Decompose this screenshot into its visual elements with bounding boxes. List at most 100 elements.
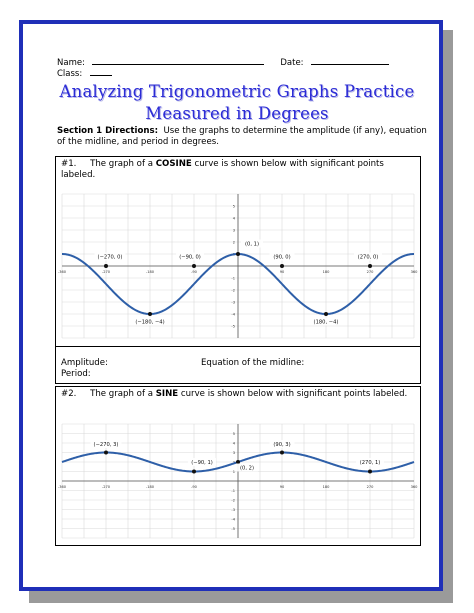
- point-label: (−270, 3): [94, 442, 119, 448]
- problem1-number: #1.: [61, 159, 77, 169]
- data-point: [280, 264, 284, 268]
- y-tick-label: 3: [233, 228, 235, 232]
- y-tick-label: -3: [231, 508, 235, 512]
- data-point: [236, 252, 240, 256]
- section1-directions: Section 1 Directions: Use the graphs to …: [57, 126, 427, 148]
- y-tick-label: -5: [231, 527, 235, 531]
- data-point: [104, 450, 108, 455]
- problem1-curve-type: COSINE: [155, 159, 192, 169]
- y-tick-label: 2: [233, 240, 235, 244]
- data-point: [236, 460, 240, 464]
- y-tick-label: 5: [233, 204, 235, 208]
- class-row: Class:: [57, 67, 112, 79]
- x-tick-label: 90: [280, 485, 285, 489]
- x-tick-label: -180: [146, 485, 155, 489]
- point-label: (90, 3): [273, 442, 290, 448]
- y-tick-label: -2: [231, 498, 235, 502]
- point-label-bg: [269, 440, 295, 448]
- x-tick-label: 180: [323, 485, 331, 489]
- x-tick-label: 270: [367, 270, 375, 274]
- class-label: Class:: [57, 69, 83, 79]
- y-tick-label: 1: [233, 470, 235, 474]
- title-line-1: Analyzing Trigonometric Graphs Practice: [59, 82, 415, 101]
- point-label: (0, 1): [245, 242, 259, 248]
- point-label: (270, 1): [360, 460, 381, 466]
- data-point: [104, 264, 108, 268]
- point-label: (−180, −4): [135, 320, 164, 326]
- problem2-prompt: #2. The graph of a SINE curve is shown b…: [61, 389, 411, 400]
- x-tick-label: -270: [102, 270, 111, 274]
- data-point: [192, 264, 196, 268]
- point-label-bg: [310, 317, 342, 326]
- problem1-text-before: The graph of a: [90, 159, 156, 169]
- problem2-curve-type: SINE: [155, 389, 179, 399]
- y-tick-label: 4: [233, 216, 236, 220]
- data-point: [192, 469, 196, 474]
- data-point: [368, 469, 372, 474]
- midline-label: Equation of the midline:: [201, 358, 305, 368]
- x-tick-label: -270: [102, 485, 111, 489]
- x-tick-label: -90: [191, 485, 198, 489]
- point-label: (−90, 1): [191, 460, 213, 466]
- y-tick-label: 5: [233, 432, 235, 436]
- problem1-divider: [56, 346, 420, 347]
- problem2-text-before: The graph of a: [90, 389, 156, 399]
- x-tick-label: -360: [58, 485, 67, 489]
- data-point: [280, 450, 284, 455]
- point-label: (−90, 0): [179, 255, 201, 261]
- data-point: [324, 312, 328, 316]
- x-tick-label: 360: [411, 485, 418, 489]
- point-label-bg: [356, 458, 384, 466]
- y-tick-label: 3: [233, 451, 235, 455]
- x-tick-label: -90: [191, 270, 198, 274]
- point-label: (180, −4): [314, 320, 339, 326]
- amplitude-label: Amplitude:: [61, 358, 108, 368]
- point-label-bg: [269, 252, 295, 261]
- section1-text: Use the graphs to determine the amplitud…: [57, 126, 427, 147]
- name-label: Name:: [57, 58, 85, 68]
- y-tick-label: -1: [231, 276, 235, 280]
- point-label-bg: [354, 252, 382, 261]
- y-tick-label: 4: [233, 441, 236, 445]
- date-blank[interactable]: [311, 56, 390, 65]
- problem2-text-after: curve is shown below with significant po…: [178, 389, 408, 399]
- sine-graph: -360 -270 -180 -90 90 180 270 360 -5 -4 -3 -2 -1 1 2 3 4…: [58, 423, 418, 539]
- name-date-row: Name: Date:: [57, 56, 390, 68]
- point-label: (90, 0): [273, 255, 290, 261]
- y-tick-label: -5: [231, 324, 235, 328]
- problem1-prompt: #1. The graph of a COSINE curve is shown…: [61, 159, 411, 180]
- page-shadow-bottom: [29, 591, 453, 603]
- point-label: (270, 0): [358, 255, 379, 261]
- x-tick-label: 180: [323, 270, 331, 274]
- x-tick-label: 360: [411, 270, 418, 274]
- title-line-2: Measured in Degrees: [145, 104, 329, 123]
- point-label-bg: [94, 252, 126, 261]
- point-label-bg: [241, 239, 263, 248]
- point-label-bg: [90, 440, 122, 448]
- x-tick-label: 90: [280, 270, 285, 274]
- point-label-bg: [236, 463, 258, 472]
- y-tick-label: -4: [231, 517, 235, 521]
- point-label: (−270, 0): [98, 255, 123, 261]
- class-blank[interactable]: [89, 67, 112, 76]
- point-label: (0, 2): [240, 466, 254, 472]
- period-label: Period:: [61, 369, 91, 379]
- data-point: [368, 264, 372, 268]
- problem2-number: #2.: [61, 389, 77, 399]
- y-tick-label: -2: [231, 288, 235, 292]
- name-blank[interactable]: [91, 56, 264, 65]
- x-tick-label: -360: [58, 270, 67, 274]
- point-label-bg: [188, 458, 216, 466]
- point-label-bg: [133, 317, 167, 326]
- data-point: [148, 312, 152, 316]
- y-tick-label: -3: [231, 300, 235, 304]
- point-label-bg: [176, 252, 204, 261]
- y-tick-label: -1: [231, 489, 235, 493]
- x-tick-label: -180: [146, 270, 155, 274]
- y-tick-label: -4: [231, 312, 235, 316]
- section1-heading: Section 1 Directions:: [57, 126, 159, 136]
- problem1-text-after: curve is shown below with significant po…: [61, 159, 384, 180]
- cosine-graph: -360 -270 -180 -90 90 180 270 360-5-4-3-2-11234…: [58, 193, 418, 339]
- date-label: Date:: [280, 58, 304, 68]
- x-tick-label: 270: [367, 485, 375, 489]
